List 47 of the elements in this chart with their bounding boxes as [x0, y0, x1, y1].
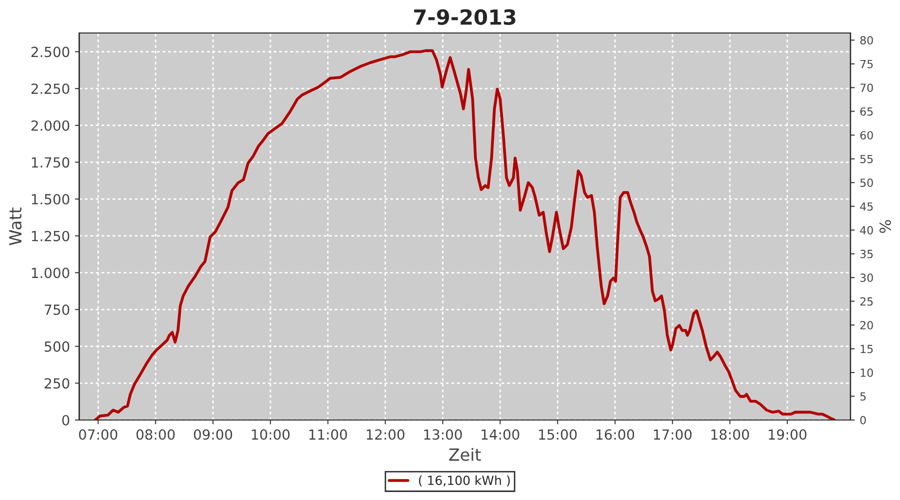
- y2-tick-label: 55: [860, 154, 873, 164]
- x-tick-label: 11:00: [309, 429, 347, 440]
- x-tick-label: 15:00: [539, 429, 577, 440]
- x-tick-label: 12:00: [366, 429, 404, 440]
- x-tick-label: 16:00: [596, 429, 634, 440]
- x-tick-label: 07:00: [79, 429, 118, 440]
- legend-label: ( 16,100 kWh ): [418, 475, 510, 487]
- y2-tick-label: 35: [860, 250, 873, 258]
- y-tick-label: 2.250: [31, 84, 70, 94]
- x-tick-label: 19:00: [768, 429, 806, 440]
- y2-tick-label: 65: [860, 107, 873, 116]
- y2-tick-label: 30: [860, 274, 873, 282]
- y2-tick-label: 70: [860, 84, 873, 92]
- y2-tick-label: 50: [860, 178, 873, 187]
- y2-tick-label: 40: [860, 226, 873, 234]
- chart-title: 7-9-2013: [414, 9, 516, 25]
- y2-tick-label: 45: [860, 202, 873, 211]
- x-tick-label: 08:00: [136, 429, 175, 440]
- y-tick-label: 750: [44, 304, 70, 315]
- x-tick-label: 09:00: [194, 429, 232, 440]
- x-axis-title: Zeit: [449, 448, 481, 461]
- y2-tick-label: 60: [860, 131, 873, 140]
- y-tick-label: 250: [44, 378, 70, 389]
- x-tick-label: 13:00: [424, 429, 462, 440]
- y-tick-label: 500: [44, 341, 70, 352]
- line-series: [94, 49, 836, 420]
- y-tick-label: 1.250: [32, 230, 70, 242]
- y2-axis-title: %: [879, 220, 892, 233]
- y-tick-label: 2.000: [31, 120, 70, 131]
- y2-tick-label: 0: [860, 416, 866, 424]
- y2-tick-label: 10: [860, 368, 873, 377]
- y-tick-label: 1.000: [32, 268, 70, 278]
- y2-tick-label: 25: [860, 297, 873, 306]
- y-tick-label: 0: [62, 414, 70, 426]
- y-tick-label: 1.500: [32, 194, 70, 204]
- x-tick-label: 10:00: [252, 429, 290, 440]
- y2-tick-label: 20: [860, 321, 873, 330]
- x-tick-label: 18:00: [711, 429, 749, 440]
- y2-tick-label: 15: [860, 344, 873, 354]
- y-axis-title: Watt: [9, 208, 22, 246]
- x-tick-label: 17:00: [654, 429, 692, 440]
- y2-tick-label: 75: [860, 60, 873, 68]
- x-tick-label: 14:00: [482, 429, 520, 440]
- y-tick-label: 2.500: [31, 46, 70, 58]
- y2-tick-label: 5: [860, 392, 866, 401]
- y2-tick-label: 80: [860, 36, 873, 44]
- y-tick-label: 1.750: [32, 157, 70, 168]
